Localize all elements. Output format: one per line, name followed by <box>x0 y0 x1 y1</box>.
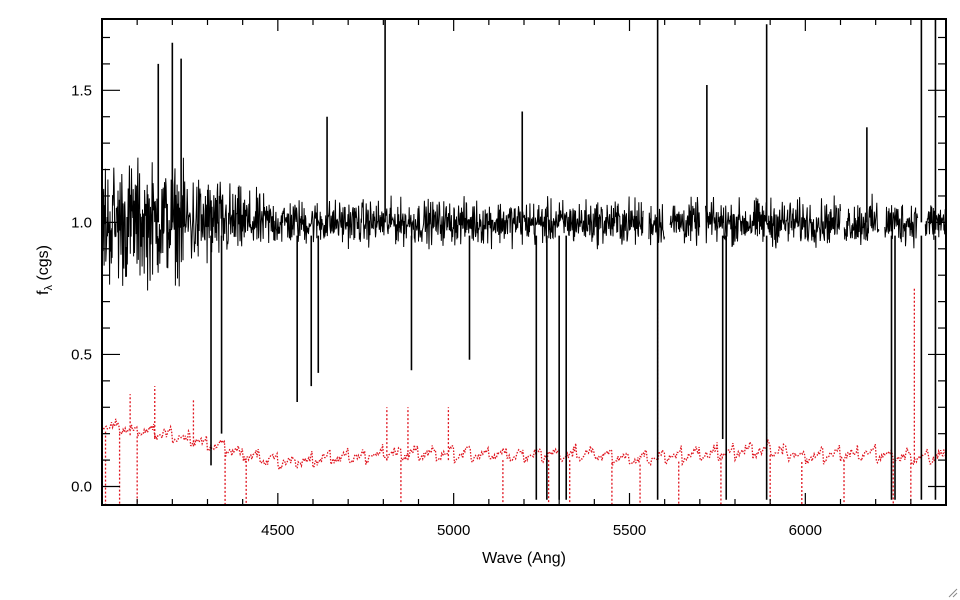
y-tick-label: 1.0 <box>71 214 92 231</box>
error-series-line <box>101 418 947 472</box>
x-axis-title: Wave (Ang) <box>482 550 566 567</box>
x-tick-label: 6000 <box>789 522 822 539</box>
y-tick-label: 0.5 <box>71 346 92 363</box>
x-tick-label: 5500 <box>613 522 646 539</box>
y-axis-title-main: f <box>35 290 52 295</box>
flux-series-line <box>101 157 947 291</box>
x-axis-ticks <box>136 19 947 505</box>
error-spectrum-layer <box>101 288 947 505</box>
x-tick-label: 5000 <box>437 522 470 539</box>
x-tick-label: 4500 <box>261 522 294 539</box>
y-axis-title: fλ (cgs) <box>35 245 55 295</box>
y-axis-title-unit: (cgs) <box>35 245 52 285</box>
y-axis-ticks <box>102 36 946 488</box>
y-tick-labels: 0.0 0.5 1.0 1.5 <box>71 82 92 495</box>
y-tick-label: 0.0 <box>71 479 92 496</box>
y-axis-title-subscript: λ <box>43 285 55 291</box>
y-tick-label: 1.5 <box>71 82 92 99</box>
resize-grip-icon[interactable] <box>946 586 958 598</box>
x-tick-labels: 4500 5000 5500 6000 <box>261 522 822 539</box>
flux-spectrum-layer <box>101 19 947 500</box>
plot-frame <box>101 18 947 506</box>
